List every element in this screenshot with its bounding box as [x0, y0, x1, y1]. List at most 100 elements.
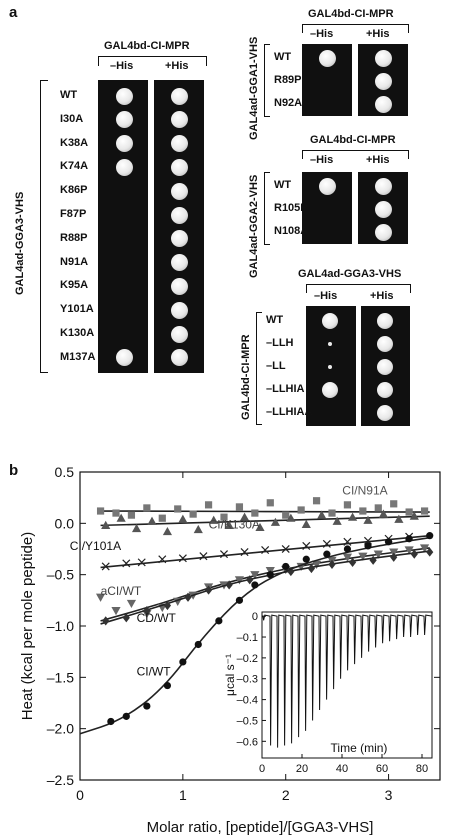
data-point-square — [374, 504, 382, 512]
data-point-triangle-down — [389, 548, 399, 557]
data-point-triangle — [209, 515, 219, 524]
gga3-colony-minus-his — [322, 313, 338, 329]
data-point-triangle-down — [234, 576, 245, 585]
data-point-circle — [107, 717, 115, 726]
data-point-triangle — [286, 513, 296, 522]
y-axis-label: Heat (kcal per mole peptide) — [19, 532, 36, 720]
data-point-circle — [163, 681, 172, 690]
data-point-triangle-down — [126, 599, 137, 609]
panel-a-letter: a — [9, 4, 18, 21]
gga1-header: GAL4bd-CI-MPR — [308, 8, 394, 20]
gga2-side-label: GAL4ad-GGA2-VHS — [248, 174, 260, 278]
data-point-square — [174, 505, 182, 513]
gga2-colony-plus-his — [374, 223, 392, 241]
main-colony-plus-his — [170, 182, 188, 200]
inset-y-tick-label: 0 — [252, 611, 258, 623]
x-tick-label: 1 — [179, 787, 187, 803]
data-point-diamond — [410, 549, 418, 559]
inset-x-tick-label: 20 — [296, 763, 308, 775]
y-tick-label: 0.0 — [55, 515, 75, 531]
data-point-circle — [215, 617, 223, 625]
gga2-row-label: WT — [274, 179, 292, 191]
data-point-triangle — [193, 524, 203, 534]
inset-x-tick-label: 80 — [416, 763, 428, 775]
gga3-bracket-top — [256, 312, 262, 313]
data-point-x — [240, 548, 249, 557]
data-point-x — [281, 544, 290, 554]
data-point-square — [112, 509, 120, 517]
main-colony-plus-his — [170, 325, 188, 343]
gga3-row-label: –LLHIAA — [266, 406, 313, 418]
gga1-side-bracket — [264, 44, 265, 116]
series-label: aCI/WT — [101, 584, 142, 598]
y-tick-label: –1.0 — [47, 618, 74, 634]
data-point-diamond — [348, 557, 357, 567]
main-side-bracket-bottom — [40, 372, 48, 373]
data-point-triangle — [101, 520, 111, 529]
data-point-square — [220, 513, 228, 521]
data-point-circle — [251, 581, 259, 589]
main-colony-minus-his — [115, 158, 133, 176]
data-point-x — [302, 541, 311, 550]
data-point-triangle — [255, 522, 265, 532]
data-point-x — [178, 554, 187, 563]
x-tick-label: 3 — [385, 787, 393, 803]
gga3-side-label: GAL4bd-CI-MPR — [240, 334, 252, 420]
data-point-circle — [426, 532, 434, 540]
data-point-circle — [282, 562, 290, 571]
gga2-colony-plus-his — [374, 177, 392, 195]
data-point-triangle — [317, 510, 327, 519]
gga1-col-minus: –His — [310, 28, 334, 40]
data-point-square — [235, 503, 244, 511]
main-row-label: I30A — [60, 112, 84, 125]
data-point-circle — [302, 555, 310, 563]
data-point-diamond — [102, 616, 110, 626]
data-point-circle — [122, 712, 130, 720]
data-point-x — [322, 539, 331, 548]
data-point-circle — [143, 702, 151, 710]
series-label: CI/Y101A — [70, 539, 121, 553]
gga2-row-label: R105P — [274, 202, 308, 214]
data-point-circle — [343, 545, 352, 553]
data-point-diamond — [246, 575, 254, 585]
data-point-diamond — [287, 566, 295, 577]
data-point-triangle-down — [311, 560, 322, 569]
gga3-colony-plus-his — [377, 405, 393, 421]
main-colony-minus-his — [115, 111, 133, 129]
inset-y-tick-label: –0.5 — [237, 715, 258, 727]
data-point-square — [251, 509, 259, 517]
gga1-row-label: WT — [274, 51, 292, 63]
main-side-bracket-top — [40, 80, 48, 81]
data-point-square — [359, 507, 367, 515]
data-point-circle — [179, 658, 187, 666]
data-point-x — [343, 537, 352, 546]
gga2-bracket-top — [264, 172, 270, 173]
main-colony-plus-his — [170, 254, 188, 272]
gga2-bracket-bottom — [264, 244, 270, 245]
gga1-colony-minus-his — [318, 49, 336, 67]
gga1-colony-plus-his — [374, 95, 392, 113]
inset-x-tick-label: 60 — [376, 763, 388, 775]
main-header: GAL4bd-CI-MPR — [104, 40, 190, 52]
gga3-tick-right — [410, 284, 411, 293]
data-point-triangle-down — [404, 546, 414, 555]
main-row-label: K38A — [60, 136, 89, 149]
gga2-col-plus: +His — [366, 154, 390, 166]
main-colony-plus-his — [170, 230, 188, 248]
data-point-square — [282, 511, 290, 519]
inset-thermogram — [262, 614, 433, 748]
y-tick-label: –0.5 — [47, 567, 74, 583]
y-tick-label: 0.5 — [55, 464, 75, 480]
x-axis-label: Molar ratio, [peptide]/[GGA3-VHS] — [147, 819, 374, 836]
series-label: CD/WT — [137, 611, 177, 625]
y-tick-label: –1.5 — [47, 669, 74, 685]
gga2-header-rule — [302, 150, 408, 151]
gga1-bracket-top — [264, 44, 270, 45]
data-point-square — [189, 510, 197, 518]
data-point-x — [219, 550, 229, 559]
gga1-colony-plus-his — [374, 72, 392, 90]
gga2-col-minus: –His — [310, 154, 334, 166]
data-point-triangle — [270, 517, 281, 526]
main-header-tick-left — [98, 56, 99, 66]
data-point-triangle — [147, 516, 157, 525]
